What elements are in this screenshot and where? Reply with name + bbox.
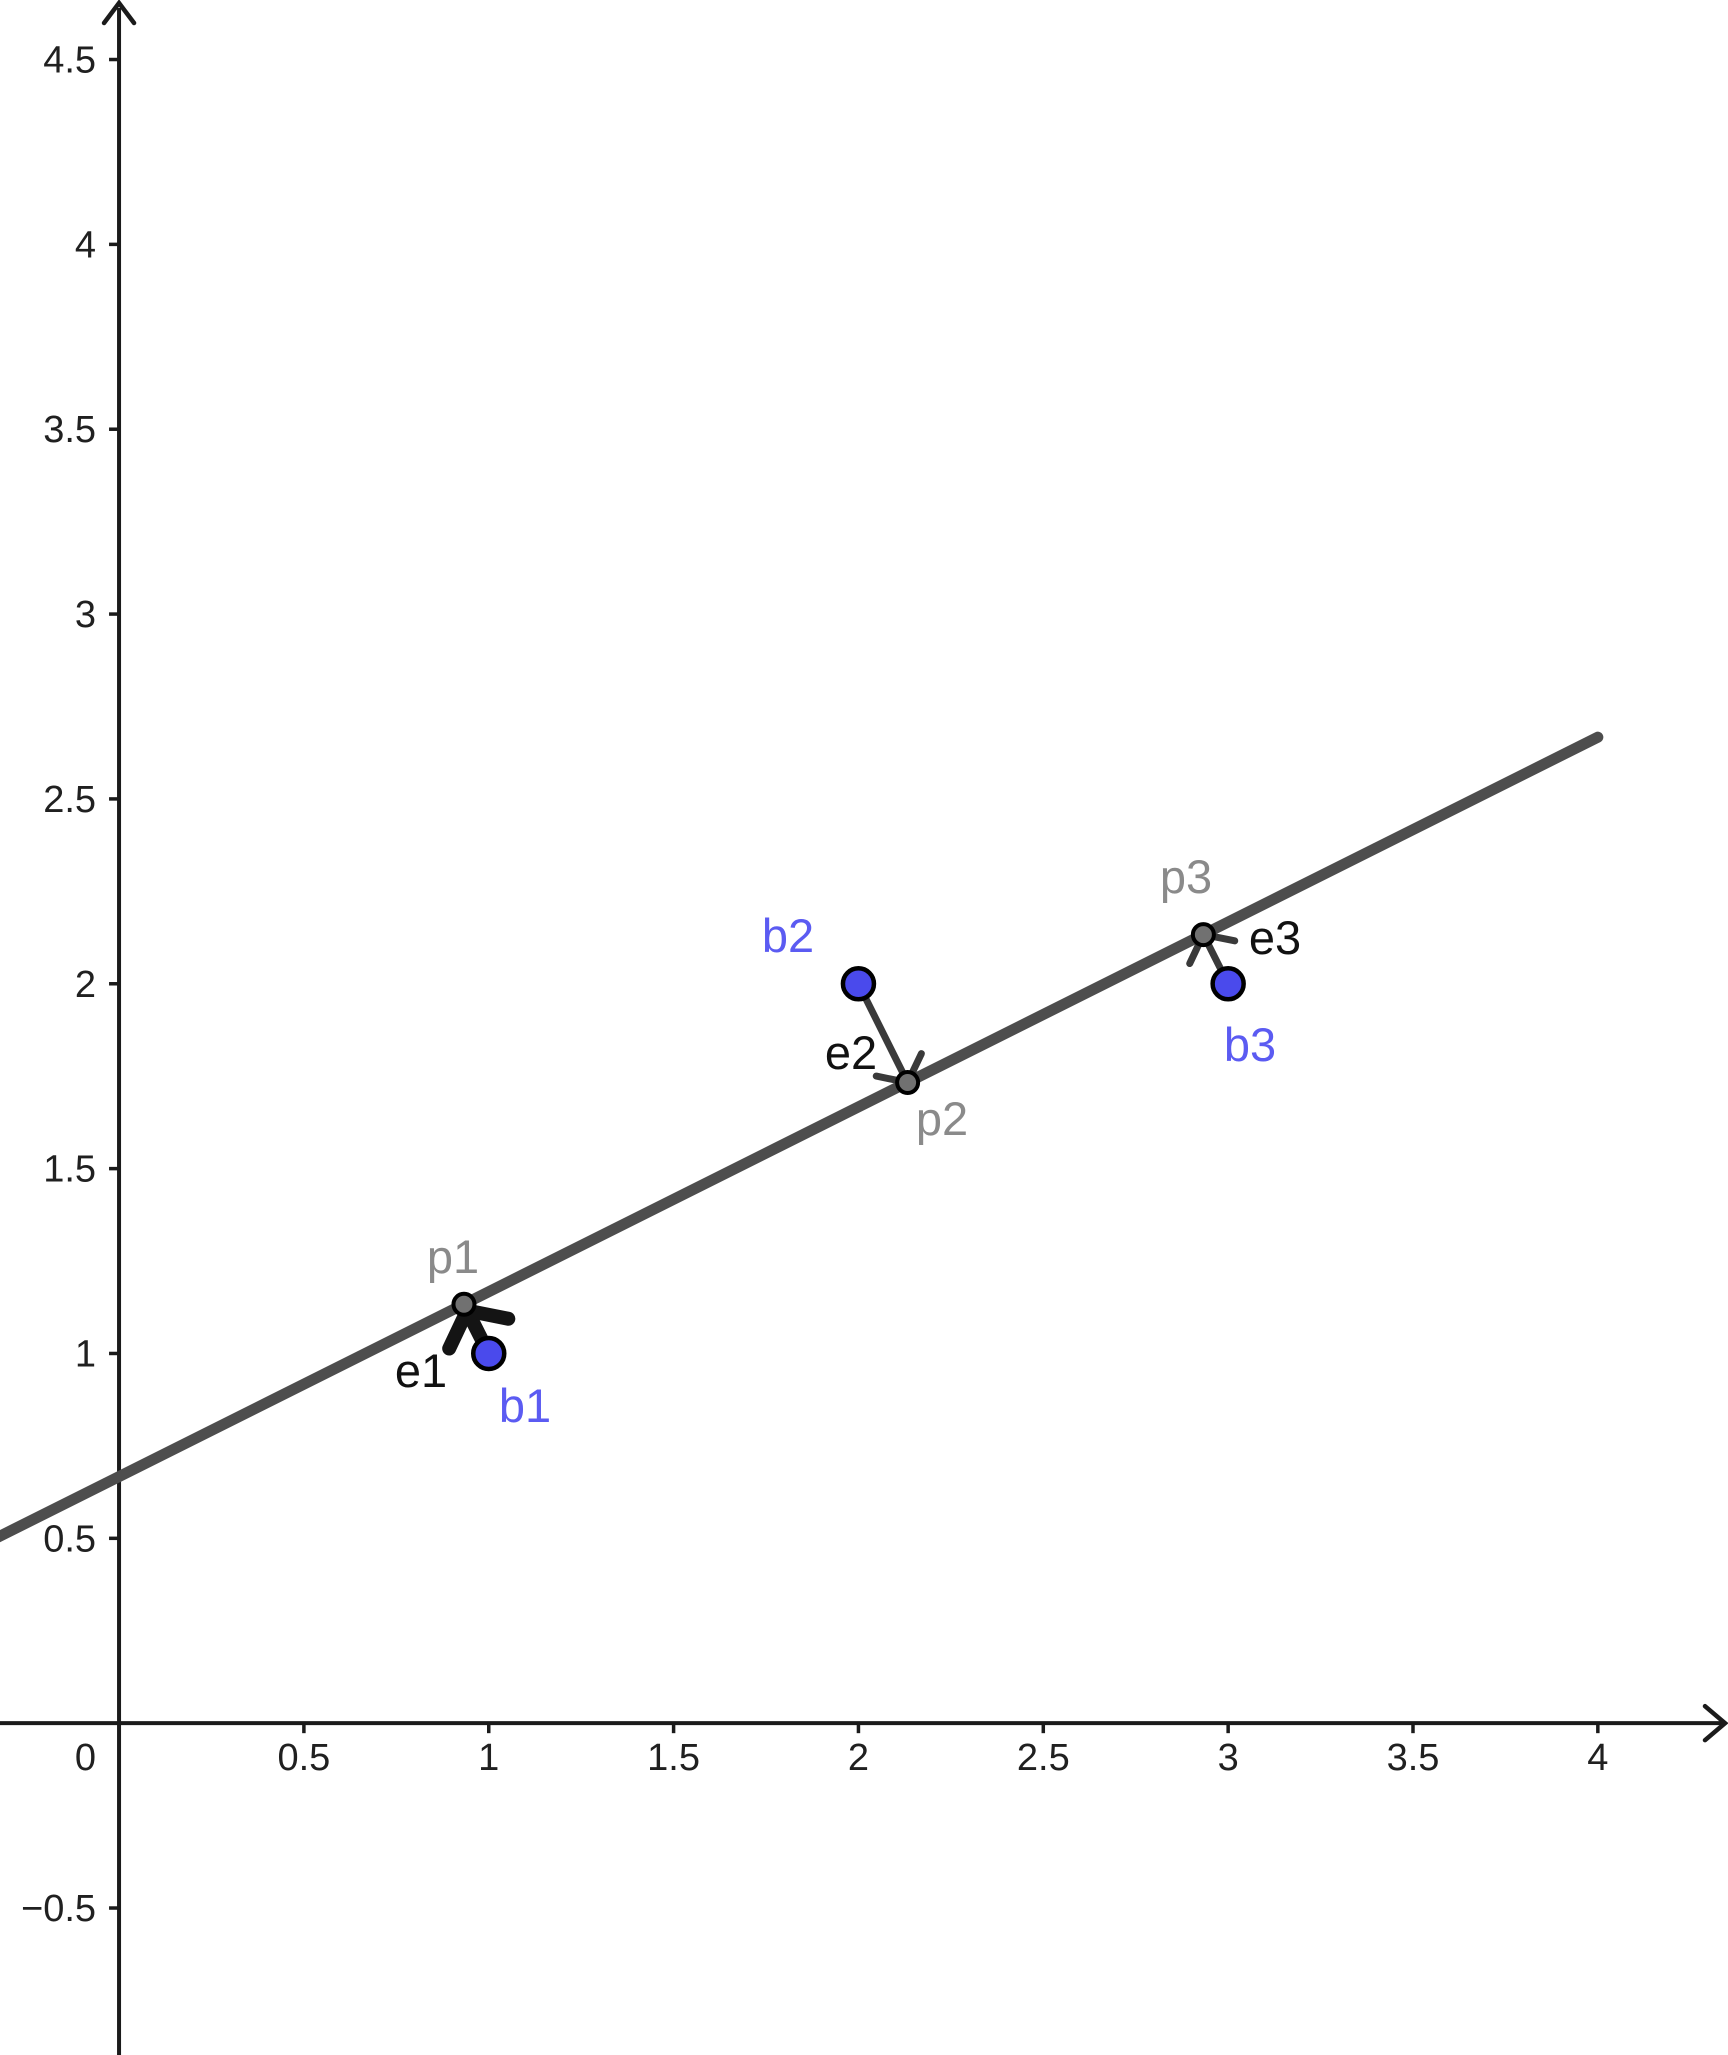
point-b3[interactable] — [1210, 966, 1246, 1002]
y-tick-label: 2 — [75, 964, 96, 1006]
y-tick-label: 3 — [75, 594, 96, 636]
vector-shaft — [854, 980, 912, 1086]
y-axis-arrow-icon — [101, 0, 137, 26]
y-tick-label: 1 — [75, 1333, 96, 1375]
y-tick-label: −0.5 — [21, 1888, 96, 1930]
label-e3[interactable]: e3 — [1249, 911, 1301, 964]
x-tick-label: 1 — [478, 1737, 499, 1779]
x-tick-label: 1.5 — [647, 1737, 700, 1779]
label-p3[interactable]: p3 — [1160, 850, 1212, 903]
label-b2[interactable]: b2 — [762, 909, 814, 962]
label-e1[interactable]: e1 — [395, 1344, 447, 1397]
x-tick-label: 4 — [1587, 1737, 1608, 1779]
x-tick-label: 2 — [848, 1737, 869, 1779]
point-p2[interactable] — [895, 1069, 921, 1095]
y-tick-label: 2.5 — [43, 779, 96, 821]
point-b1[interactable] — [470, 1335, 507, 1372]
labels-layer: p1 e1 b1 b2 e2 p2 p3 e3 b3 — [395, 850, 1301, 1432]
point-p3[interactable] — [1190, 922, 1216, 948]
x-tick-label: 2.5 — [1017, 1737, 1070, 1779]
label-b3[interactable]: b3 — [1224, 1018, 1276, 1071]
y-tick-label: 4 — [75, 224, 96, 266]
label-e2[interactable]: e2 — [825, 1026, 877, 1079]
x-tick-label: 0.5 — [277, 1737, 330, 1779]
label-p2[interactable]: p2 — [916, 1092, 968, 1145]
y-tick-label: 4.5 — [43, 40, 96, 82]
y-tick-label: 1.5 — [43, 1149, 96, 1191]
y-tick-label: 3.5 — [43, 409, 96, 451]
point-b2[interactable] — [840, 966, 877, 1002]
x-axis-arrow-icon — [1702, 1703, 1728, 1743]
vector-arrowhead-icon — [460, 1303, 516, 1326]
label-b1[interactable]: b1 — [499, 1379, 551, 1432]
point-p1[interactable] — [451, 1291, 477, 1317]
y-tick-label: 0.5 — [43, 1518, 96, 1560]
label-p1[interactable]: p1 — [427, 1230, 479, 1283]
origin-label: 0 — [75, 1737, 96, 1779]
error-vectors-layer — [442, 931, 1239, 1361]
fit-line-layer — [0, 731, 1604, 1543]
fit-line[interactable] — [0, 731, 1604, 1543]
points-layer — [451, 922, 1246, 1372]
x-tick-label: 3.5 — [1387, 1737, 1440, 1779]
x-tick-label: 3 — [1218, 1737, 1239, 1779]
